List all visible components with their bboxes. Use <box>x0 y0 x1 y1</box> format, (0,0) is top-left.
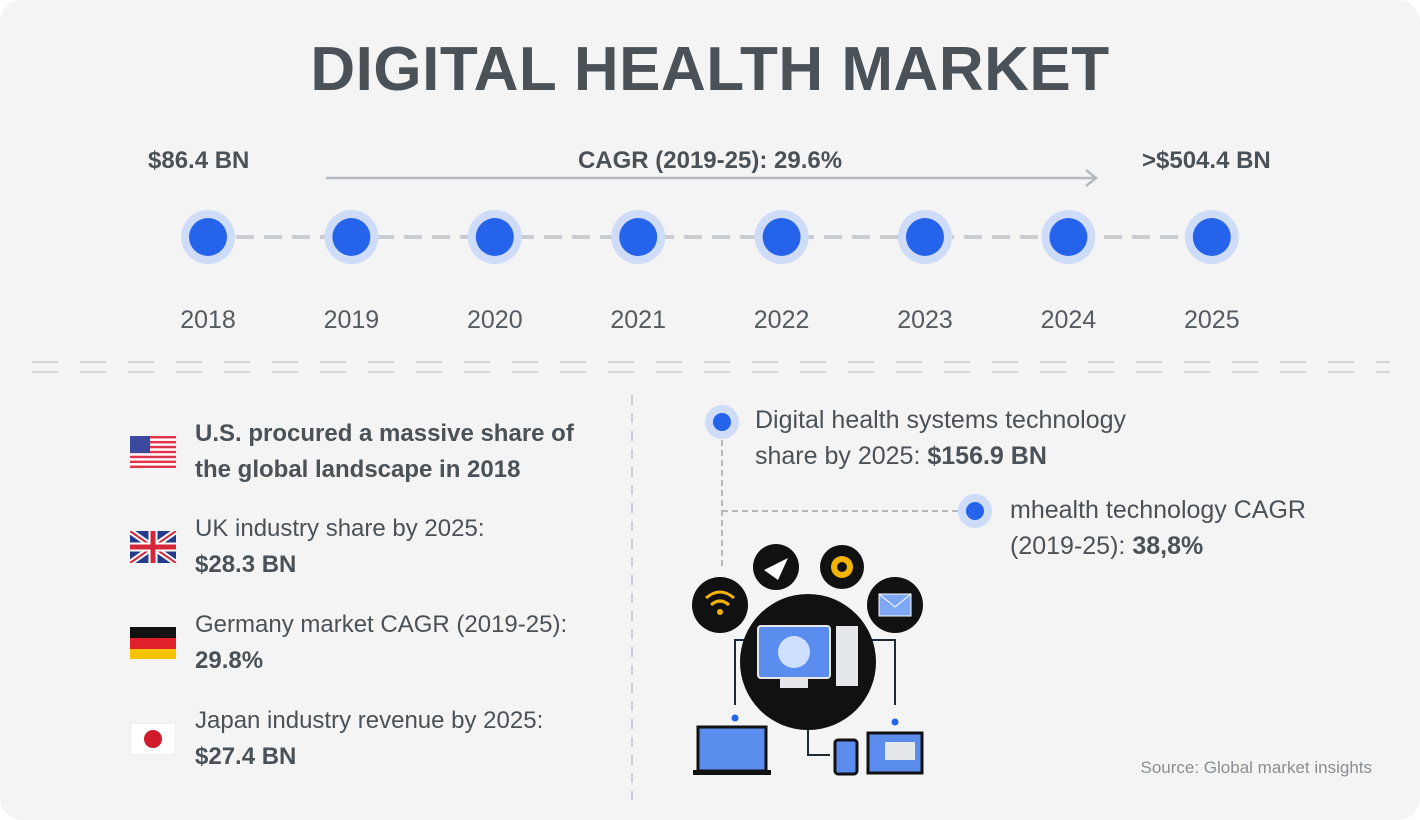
fact-text: UK industry share by 2025: <box>195 515 485 542</box>
dot <box>332 218 371 256</box>
fact-highlight: $27.4 BN <box>195 743 297 770</box>
source: Source: Global market insights <box>1140 758 1373 777</box>
callout: mhealth technology CAGR (2019-25): 38,8% <box>1010 492 1330 564</box>
dot <box>1192 218 1231 256</box>
flag <box>130 436 176 468</box>
cagr: CAGR (2019-25): 29.6% <box>577 147 843 174</box>
flag <box>130 723 176 755</box>
year: 2024 <box>1040 306 1097 334</box>
fact: U.S. procured a massive share of the glo… <box>195 416 605 488</box>
callout-text: Digital health systems technology share … <box>755 406 1127 470</box>
year: 2022 <box>753 306 810 334</box>
callout: Digital health systems technology share … <box>755 402 1155 474</box>
callout-highlight: $156.9 BN <box>927 442 1047 470</box>
start-value: $86.4 BN <box>148 147 250 174</box>
end-value: >$504.4 BN <box>1142 147 1271 174</box>
callout-highlight: 38,8% <box>1132 532 1204 560</box>
dot <box>906 218 944 256</box>
dot <box>1049 218 1088 256</box>
flag <box>130 531 176 563</box>
year: 2020 <box>466 306 523 334</box>
year: 2018 <box>180 306 236 334</box>
callout-text: mhealth technology CAGR (2019-25): <box>1010 496 1306 560</box>
fact: Japan industry revenue by 2025: $27.4 BN <box>195 703 605 775</box>
dot <box>475 218 514 256</box>
fact-text: Germany market CAGR (2019-25): <box>195 611 568 638</box>
fact-text: Japan industry revenue by 2025: <box>195 707 544 734</box>
year: 2019 <box>323 306 380 334</box>
fact-text: U.S. procured a massive share of the glo… <box>195 420 574 483</box>
year: 2025 <box>1183 306 1240 334</box>
fact-highlight: $28.3 BN <box>195 551 297 578</box>
year: 2023 <box>897 306 953 334</box>
fact: Germany market CAGR (2019-25): 29.8% <box>195 607 605 679</box>
dot <box>189 218 227 256</box>
title: DIGITAL HEALTH MARKET <box>310 35 1110 104</box>
flag <box>130 627 176 659</box>
dot <box>619 218 658 256</box>
fact-highlight: 29.8% <box>195 647 264 674</box>
year: 2021 <box>610 306 666 334</box>
fact: UK industry share by 2025: $28.3 BN <box>195 511 605 583</box>
dot <box>762 218 801 256</box>
